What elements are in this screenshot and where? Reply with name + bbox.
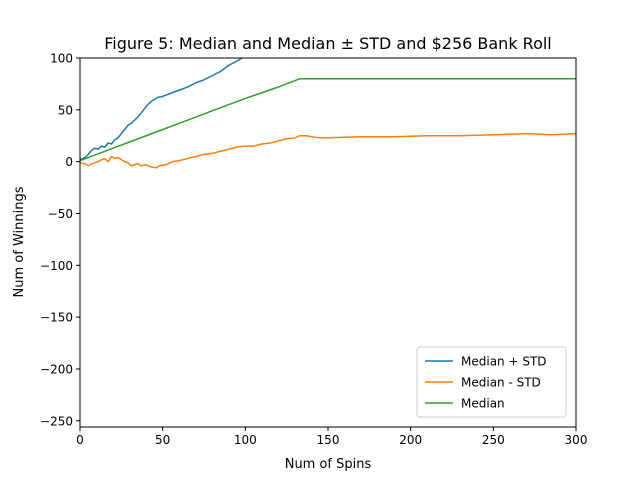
series-layer [80,58,576,169]
series-line-median [80,77,576,162]
series-line-median-std [80,132,576,169]
y-tick-label: −50 [48,207,73,221]
x-tick-label: 200 [399,433,422,447]
y-tick-label: −150 [40,311,73,325]
x-tick-label: 300 [565,433,588,447]
chart-title: Figure 5: Median and Median ± STD and $2… [104,34,552,53]
y-tick-label: −250 [40,414,73,428]
legend: Median + STD Median - STD Median [416,346,567,418]
y-tick-label: 50 [58,103,73,117]
legend-label: Median + STD [461,355,547,369]
x-tick-label: 0 [76,433,84,447]
x-tick-label: 50 [155,433,170,447]
legend-label: Median [461,397,505,411]
x-tick-label: 250 [482,433,505,447]
legend-label: Median - STD [461,376,541,390]
y-tick-label: 100 [50,52,73,66]
x-tick-label: 100 [234,433,257,447]
y-axis-label: Num of Winnings [12,186,27,297]
series-line-median-std [80,58,243,161]
y-tick-label: −100 [40,259,73,273]
y-axis-ticks: 100 50 0 −50 −100 −150 −200 −250 [40,52,80,428]
x-axis-ticks: 0 50 100 150 200 250 300 [76,427,587,447]
x-axis-label: Num of Spins [285,457,372,472]
x-tick-label: 150 [317,433,340,447]
legend-box [416,346,567,418]
y-tick-label: 0 [65,155,73,169]
y-tick-label: −200 [40,362,73,376]
